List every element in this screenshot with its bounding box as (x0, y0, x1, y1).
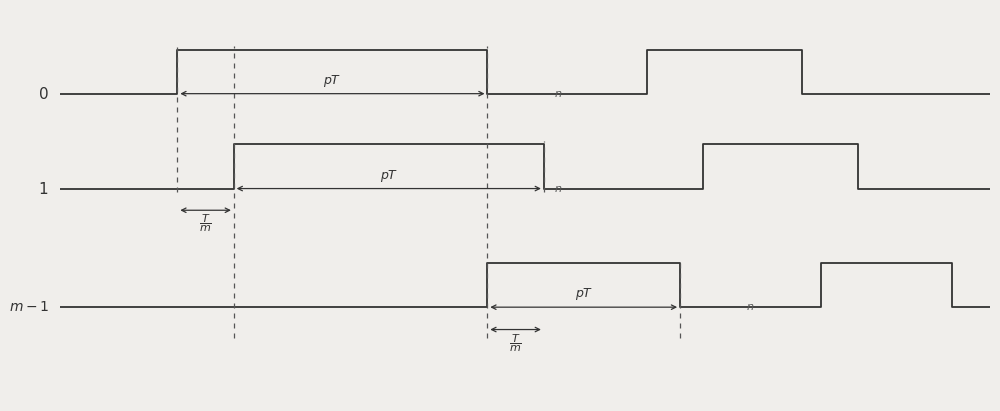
Text: $\dfrac{T}{m}$: $\dfrac{T}{m}$ (199, 213, 212, 234)
Text: $n$: $n$ (554, 184, 562, 194)
Text: $\dfrac{T}{m}$: $\dfrac{T}{m}$ (509, 332, 522, 354)
Text: $0$: $0$ (38, 85, 49, 102)
Text: $m-1$: $m-1$ (9, 300, 49, 314)
Text: $pT$: $pT$ (575, 286, 593, 302)
Text: $n$: $n$ (554, 89, 562, 99)
Text: $n$: $n$ (746, 302, 755, 312)
Text: $pT$: $pT$ (323, 73, 342, 89)
Text: $1$: $1$ (38, 180, 49, 196)
Text: $pT$: $pT$ (380, 168, 398, 184)
